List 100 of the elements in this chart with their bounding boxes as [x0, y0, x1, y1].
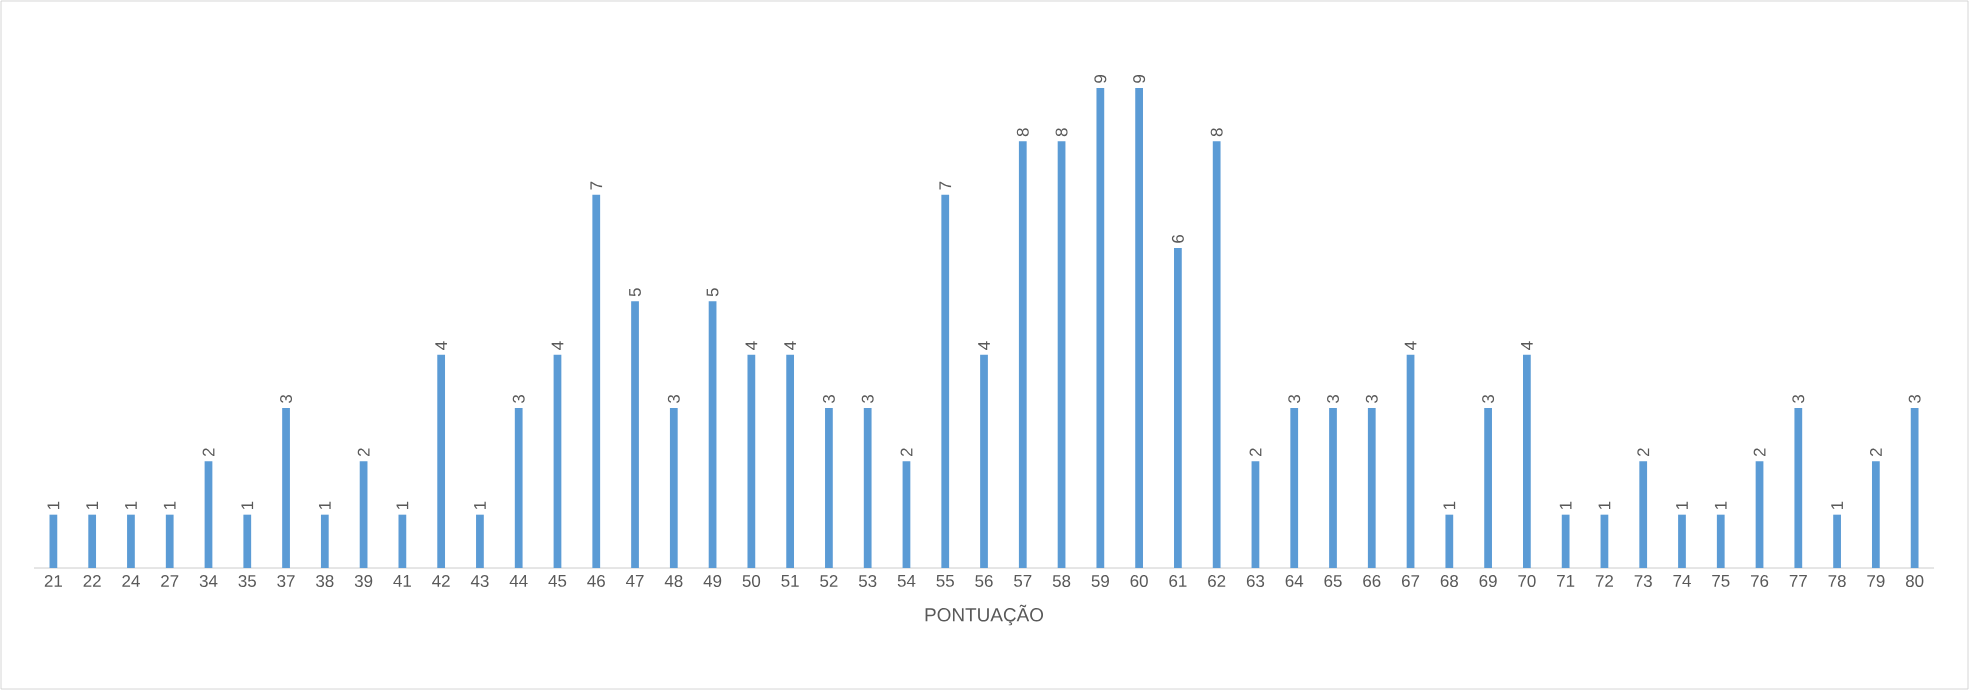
- bar: [825, 408, 833, 568]
- bar: [1871, 461, 1880, 568]
- data-label: 1: [1598, 501, 1611, 509]
- bar: [514, 408, 523, 568]
- x-tick-label: 35: [238, 575, 256, 588]
- x-tick-label: 56: [975, 575, 993, 588]
- bar: [165, 514, 174, 568]
- x-tick-label: 45: [548, 575, 567, 587]
- bar: [204, 461, 213, 568]
- x-tick-label: 47: [625, 575, 644, 587]
- x-tick-label: 50: [742, 575, 761, 588]
- data-label: 8: [1210, 128, 1223, 137]
- x-tick-label: 60: [1130, 575, 1148, 588]
- x-tick-label: 43: [470, 575, 489, 588]
- x-tick-label: 44: [509, 575, 528, 587]
- bar: [863, 408, 872, 568]
- data-label: 1: [1831, 501, 1843, 509]
- x-tick-label: 79: [1867, 575, 1885, 588]
- data-label: 3: [512, 394, 525, 403]
- bar: [553, 354, 562, 568]
- bar: [398, 514, 407, 568]
- x-tick-label: 65: [1324, 575, 1342, 588]
- x-tick-label: 42: [432, 575, 450, 587]
- x-tick-label: 80: [1905, 575, 1924, 588]
- bar: [1639, 461, 1648, 568]
- bar: [1794, 408, 1803, 568]
- x-tick-label: 24: [122, 575, 140, 587]
- bar: [359, 461, 368, 568]
- bar: [1833, 514, 1841, 568]
- data-label: 3: [822, 394, 835, 403]
- x-tick-label: 53: [858, 575, 877, 588]
- bar: [476, 514, 484, 568]
- bar: [1135, 88, 1143, 568]
- data-label: 9: [1094, 74, 1107, 83]
- bar: [1057, 141, 1066, 568]
- data-label: 2: [900, 448, 913, 457]
- data-label: 4: [1521, 341, 1533, 350]
- data-label: 3: [280, 394, 293, 403]
- x-tick-label: 52: [820, 575, 838, 588]
- data-label: 1: [396, 501, 409, 509]
- data-label: 5: [706, 288, 719, 297]
- bar: [980, 354, 988, 568]
- bar: [49, 514, 58, 568]
- x-tick-label: 70: [1518, 575, 1536, 588]
- data-label: 1: [86, 501, 98, 509]
- data-label: 1: [47, 501, 60, 509]
- data-label: 3: [1908, 394, 1921, 403]
- bar: [1678, 514, 1686, 568]
- x-tick-label: 55: [936, 575, 954, 587]
- bar: [1290, 408, 1299, 568]
- x-tick-label: 57: [1014, 575, 1032, 587]
- x-tick-label: 39: [354, 575, 373, 588]
- data-label: 8: [1055, 128, 1068, 137]
- bar: [243, 514, 252, 568]
- x-tick-label: 58: [1052, 575, 1071, 588]
- data-label: 3: [1288, 394, 1301, 403]
- x-tick-label: 49: [703, 575, 722, 588]
- data-label: 3: [667, 394, 680, 403]
- x-tick-label: 48: [664, 575, 683, 588]
- bar: [1716, 514, 1725, 568]
- bar: [127, 514, 135, 568]
- bar: [1561, 514, 1570, 568]
- x-axis-title: PONTUAÇÃO: [925, 604, 1044, 626]
- data-label: 3: [861, 394, 874, 403]
- data-label: 4: [1404, 341, 1417, 350]
- bar: [708, 301, 717, 568]
- bar: [1018, 141, 1027, 568]
- bar: [902, 461, 911, 568]
- data-label: 1: [1443, 501, 1456, 509]
- data-label: 8: [1016, 128, 1029, 137]
- data-label: 1: [163, 501, 176, 509]
- data-label: 4: [978, 341, 990, 350]
- x-tick-label: 76: [1750, 575, 1769, 588]
- x-tick-label: 73: [1634, 575, 1652, 588]
- x-tick-label: 37: [277, 575, 295, 588]
- bar: [437, 354, 446, 568]
- data-label: 1: [1559, 501, 1572, 509]
- x-tick-label: 78: [1828, 575, 1846, 588]
- data-label: 2: [1753, 448, 1766, 457]
- x-tick-label: 34: [199, 575, 218, 588]
- x-tick-label: 51: [781, 575, 799, 587]
- bar: [669, 408, 678, 568]
- x-tick-label: 63: [1246, 575, 1265, 588]
- x-tick-label: 72: [1595, 575, 1613, 587]
- bar: [1445, 514, 1454, 568]
- data-label: 2: [1637, 448, 1650, 457]
- data-label: 3: [1792, 394, 1805, 403]
- data-label: 5: [629, 288, 641, 297]
- data-label: 6: [1171, 234, 1184, 243]
- bar: [1096, 88, 1105, 568]
- data-label: 4: [435, 341, 447, 350]
- x-tick-label: 59: [1091, 575, 1109, 588]
- data-label: 3: [1327, 394, 1339, 403]
- data-label: 1: [125, 501, 137, 509]
- bar: [1484, 408, 1492, 568]
- x-tick-label: 67: [1402, 575, 1420, 588]
- bar: [747, 354, 756, 568]
- data-label: 7: [939, 181, 952, 190]
- x-tick-label: 27: [161, 575, 179, 587]
- bar: [1600, 514, 1609, 568]
